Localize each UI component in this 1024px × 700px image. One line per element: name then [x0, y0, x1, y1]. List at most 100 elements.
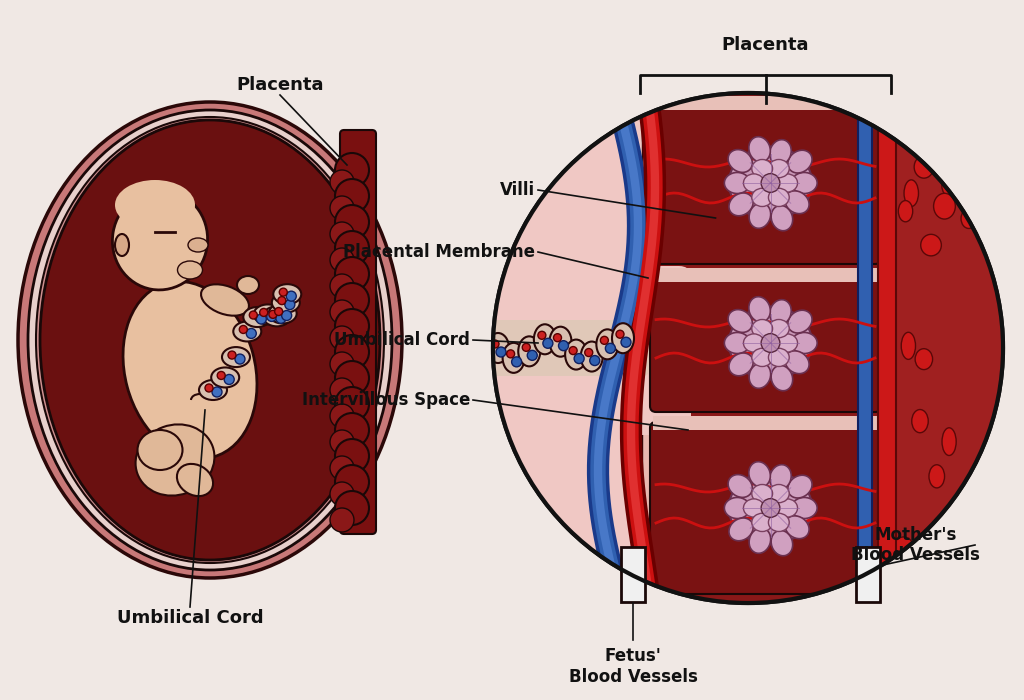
Ellipse shape — [893, 537, 914, 563]
Ellipse shape — [729, 353, 754, 376]
Circle shape — [507, 350, 515, 358]
Ellipse shape — [784, 516, 809, 538]
Ellipse shape — [770, 300, 792, 325]
Ellipse shape — [752, 160, 772, 178]
Ellipse shape — [752, 188, 772, 206]
Ellipse shape — [750, 203, 771, 228]
Bar — [878, 94, 896, 602]
Ellipse shape — [921, 234, 941, 256]
Ellipse shape — [222, 347, 250, 367]
Ellipse shape — [724, 498, 751, 519]
Ellipse shape — [901, 332, 915, 359]
Circle shape — [335, 179, 369, 213]
Ellipse shape — [728, 150, 753, 172]
Ellipse shape — [36, 117, 384, 563]
Circle shape — [256, 314, 266, 324]
Circle shape — [212, 387, 222, 397]
Ellipse shape — [115, 234, 129, 256]
Ellipse shape — [792, 332, 817, 354]
Ellipse shape — [777, 499, 798, 517]
Circle shape — [496, 347, 506, 357]
Ellipse shape — [915, 349, 933, 370]
Circle shape — [335, 465, 369, 499]
Circle shape — [616, 330, 624, 338]
Circle shape — [538, 331, 546, 340]
Text: Intervillous Space: Intervillous Space — [302, 391, 470, 409]
Circle shape — [574, 354, 584, 363]
Ellipse shape — [728, 475, 753, 498]
Ellipse shape — [911, 410, 928, 433]
Circle shape — [493, 93, 1002, 603]
Ellipse shape — [768, 513, 790, 531]
Circle shape — [260, 309, 267, 316]
Bar — [653, 96, 878, 110]
Ellipse shape — [201, 284, 249, 316]
Bar — [494, 94, 649, 602]
Ellipse shape — [115, 180, 195, 230]
Circle shape — [274, 307, 283, 316]
Ellipse shape — [784, 351, 809, 374]
Ellipse shape — [942, 175, 958, 197]
Circle shape — [605, 343, 615, 354]
Ellipse shape — [784, 191, 809, 214]
Ellipse shape — [28, 110, 392, 570]
Ellipse shape — [503, 343, 524, 373]
Circle shape — [335, 309, 369, 343]
Ellipse shape — [904, 180, 919, 206]
Ellipse shape — [177, 464, 213, 496]
Ellipse shape — [743, 334, 764, 352]
Ellipse shape — [199, 380, 227, 400]
Bar — [654, 94, 659, 602]
Circle shape — [330, 196, 354, 220]
Circle shape — [512, 357, 521, 367]
Ellipse shape — [729, 518, 754, 541]
Circle shape — [335, 439, 369, 473]
Ellipse shape — [612, 323, 634, 354]
Text: Fetus'
Blood Vessels: Fetus' Blood Vessels — [568, 647, 697, 686]
Circle shape — [330, 274, 354, 298]
Circle shape — [330, 378, 354, 402]
Circle shape — [330, 404, 354, 428]
Ellipse shape — [768, 319, 790, 337]
Ellipse shape — [768, 188, 790, 206]
Circle shape — [543, 338, 553, 349]
Circle shape — [335, 283, 369, 317]
Ellipse shape — [920, 539, 940, 563]
Ellipse shape — [752, 513, 772, 531]
Text: Mother's
Blood Vessels: Mother's Blood Vessels — [851, 526, 980, 564]
Ellipse shape — [729, 146, 812, 219]
Circle shape — [330, 430, 354, 454]
Ellipse shape — [750, 363, 771, 389]
Circle shape — [558, 341, 568, 351]
Ellipse shape — [777, 174, 798, 192]
Ellipse shape — [929, 465, 944, 488]
FancyBboxPatch shape — [340, 130, 376, 534]
Ellipse shape — [263, 307, 291, 326]
Circle shape — [330, 326, 354, 350]
Ellipse shape — [254, 304, 282, 324]
Ellipse shape — [211, 368, 240, 388]
Circle shape — [330, 222, 354, 246]
Ellipse shape — [771, 365, 793, 391]
Ellipse shape — [728, 309, 753, 332]
Ellipse shape — [749, 297, 770, 322]
Ellipse shape — [749, 462, 770, 487]
Bar — [883, 94, 1002, 602]
Circle shape — [282, 311, 292, 321]
Ellipse shape — [487, 333, 509, 363]
Ellipse shape — [787, 310, 812, 333]
Circle shape — [335, 361, 369, 395]
FancyBboxPatch shape — [650, 422, 881, 594]
Circle shape — [761, 334, 780, 352]
Ellipse shape — [792, 498, 817, 519]
Ellipse shape — [565, 340, 587, 370]
Circle shape — [249, 311, 257, 319]
Ellipse shape — [752, 484, 772, 503]
Ellipse shape — [743, 174, 764, 192]
Circle shape — [224, 374, 234, 384]
Ellipse shape — [749, 136, 770, 162]
Ellipse shape — [898, 201, 912, 222]
Circle shape — [335, 335, 369, 369]
FancyBboxPatch shape — [650, 274, 881, 412]
Circle shape — [600, 336, 608, 344]
